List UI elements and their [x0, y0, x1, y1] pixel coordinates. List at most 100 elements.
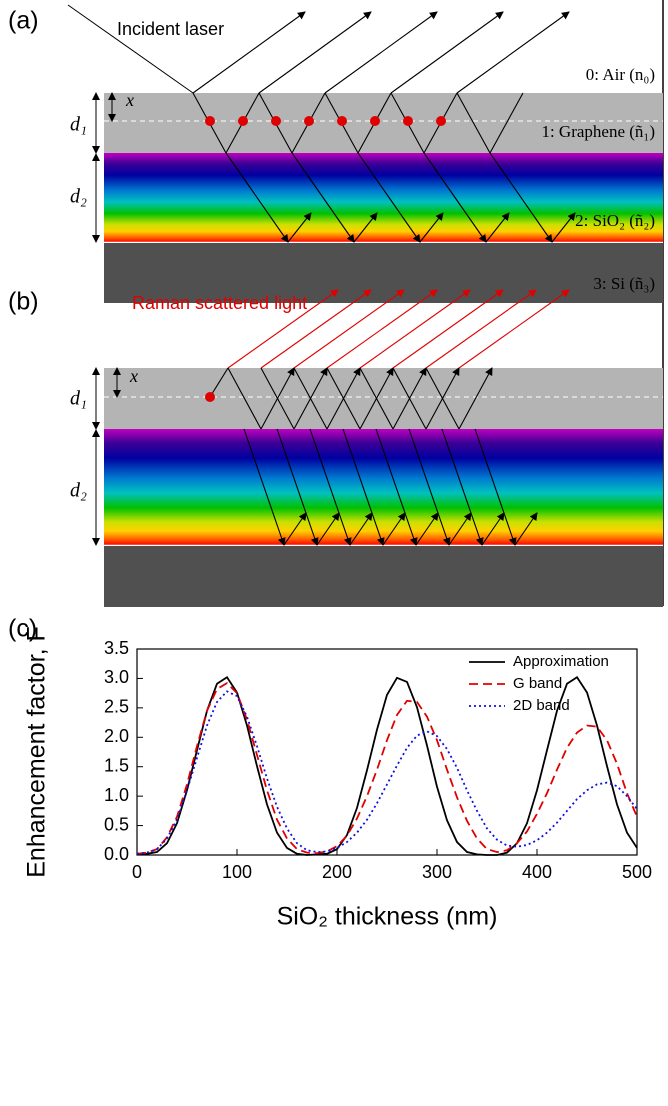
si-layer	[104, 546, 663, 607]
ray	[458, 367, 493, 430]
panel-b: (b) Raman scattered light x d₁ d₂	[8, 288, 663, 607]
y-axis-title: Enhancement factor, F	[23, 626, 51, 878]
ray	[349, 512, 373, 546]
ray	[227, 367, 262, 430]
ray	[456, 92, 491, 154]
panel-label: (b)	[8, 288, 39, 316]
y-tick-label: 0.0	[104, 844, 129, 864]
panel-label: (a)	[8, 7, 39, 35]
scatter-dot	[304, 116, 314, 126]
ray	[458, 289, 570, 369]
scatter-dot	[436, 116, 446, 126]
ray	[456, 11, 570, 94]
ray	[225, 152, 289, 243]
d2-label: d₂	[70, 186, 87, 208]
y-tick-label: 2.5	[104, 697, 129, 717]
x-tick-label: 400	[522, 862, 552, 882]
ray	[326, 289, 438, 369]
ray	[481, 512, 505, 546]
x-tick-label: 300	[422, 862, 452, 882]
ray	[390, 11, 504, 94]
ray	[227, 289, 339, 369]
ray	[342, 428, 385, 546]
ray	[375, 428, 418, 546]
y-tick-label: 3.5	[104, 638, 129, 658]
legend-label: Approximation	[513, 653, 609, 670]
ray	[485, 212, 510, 243]
legend-label: G band	[513, 675, 562, 692]
panel-a: (a) Incident laser 0: Air (n₀) 1: Graphe…	[8, 4, 663, 303]
ray	[316, 512, 340, 546]
ray	[243, 428, 286, 546]
ray	[359, 367, 394, 430]
sio2-layer	[104, 429, 663, 545]
scatter-dot	[370, 116, 380, 126]
ray	[392, 367, 427, 430]
ray	[258, 11, 372, 94]
ray	[382, 512, 406, 546]
ray	[357, 152, 421, 243]
series-line	[136, 682, 638, 855]
x-label: x	[125, 90, 134, 110]
scatter-dot	[205, 116, 215, 126]
scatter-dot	[337, 116, 347, 126]
d2-label: d₂	[70, 480, 87, 502]
d1-label: d₁	[70, 388, 87, 410]
ray	[287, 212, 312, 243]
x-tick-label: 200	[322, 862, 352, 882]
label: Raman scattered light	[132, 293, 307, 313]
d1-label: d₁	[70, 114, 87, 136]
y-tick-label: 1.5	[104, 755, 129, 775]
ray	[392, 289, 504, 369]
ray	[192, 11, 306, 94]
x-tick-label: 100	[222, 862, 252, 882]
panel-label: (c)	[8, 615, 37, 643]
ray	[474, 428, 517, 546]
ray	[489, 152, 553, 243]
x-label: x	[129, 366, 138, 386]
sio2-layer	[104, 153, 663, 242]
legend-label: 2D band	[513, 697, 570, 714]
ray	[293, 367, 328, 430]
scatter-dot	[238, 116, 248, 126]
y-tick-label: 1.0	[104, 785, 129, 805]
label: Incident laser	[117, 19, 224, 39]
ray	[283, 512, 307, 546]
ray	[276, 428, 319, 546]
ray	[419, 212, 444, 243]
ray	[309, 428, 352, 546]
ray	[551, 212, 576, 243]
x-tick-label: 500	[622, 862, 652, 882]
ray	[408, 428, 451, 546]
ray	[209, 367, 229, 398]
x-tick-label: 0	[132, 862, 142, 882]
incident-ray	[67, 4, 194, 94]
y-tick-label: 0.5	[104, 814, 129, 834]
ray	[415, 512, 439, 546]
ray	[324, 11, 438, 94]
ray	[293, 289, 405, 369]
series-line	[136, 690, 638, 855]
ray	[441, 428, 484, 546]
graphene-layer	[104, 93, 663, 153]
ray	[260, 367, 295, 430]
ray	[260, 289, 372, 369]
ray	[448, 512, 472, 546]
source-dot	[205, 392, 215, 402]
ray	[353, 212, 378, 243]
ray	[359, 289, 471, 369]
layer-label: 1: Graphene (ñ₁)	[541, 122, 655, 141]
series-line	[137, 676, 638, 856]
plot-frame	[136, 648, 638, 856]
y-tick-label: 2.0	[104, 726, 129, 746]
layer-label: 2: SiO₂ (ñ₂)	[575, 211, 655, 230]
si-layer	[104, 243, 663, 303]
ray	[423, 152, 487, 243]
ray	[291, 152, 355, 243]
ray	[326, 367, 361, 430]
layer-label: 0: Air (n₀)	[586, 65, 655, 84]
ray	[425, 367, 460, 430]
panel-c: (c) SiO₂ thickness (nm) Enhancement fact…	[8, 615, 652, 931]
x-axis-title: SiO₂ thickness (nm)	[277, 903, 498, 931]
